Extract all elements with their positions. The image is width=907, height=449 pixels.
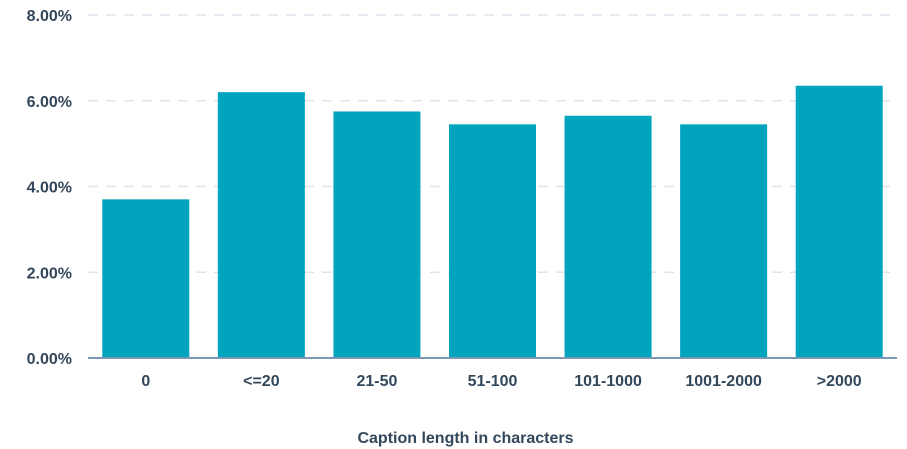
- x-tick-label: 0: [141, 373, 150, 390]
- y-tick-label: 6.00%: [27, 94, 72, 111]
- x-tick-label: 51-100: [468, 373, 518, 390]
- x-axis-tick-labels: 0 <=20 21-50 51-100 101-1000 1001-2000 >2000: [141, 373, 861, 390]
- bar: [680, 124, 768, 358]
- bar: [449, 124, 536, 358]
- y-tick-label: 2.00%: [27, 265, 72, 282]
- x-tick-label: 101-1000: [574, 373, 642, 390]
- y-tick-label: 0.00%: [27, 351, 72, 368]
- x-tick-label: 1001-2000: [685, 373, 762, 390]
- x-tick-label: 21-50: [356, 373, 397, 390]
- bar: [217, 92, 305, 359]
- x-axis-title: Caption length in characters: [357, 430, 573, 447]
- y-axis-tick-labels: 0.00% 2.00% 4.00% 6.00% 8.00%: [27, 8, 72, 368]
- bar: [333, 111, 421, 358]
- x-tick-label: >2000: [817, 373, 862, 390]
- x-tick-label: <=20: [243, 373, 280, 390]
- bars: [102, 85, 883, 359]
- y-tick-label: 4.00%: [27, 180, 72, 197]
- y-tick-label: 8.00%: [27, 8, 72, 25]
- bar: [795, 85, 883, 359]
- bar: [102, 199, 190, 358]
- bar: [564, 115, 652, 358]
